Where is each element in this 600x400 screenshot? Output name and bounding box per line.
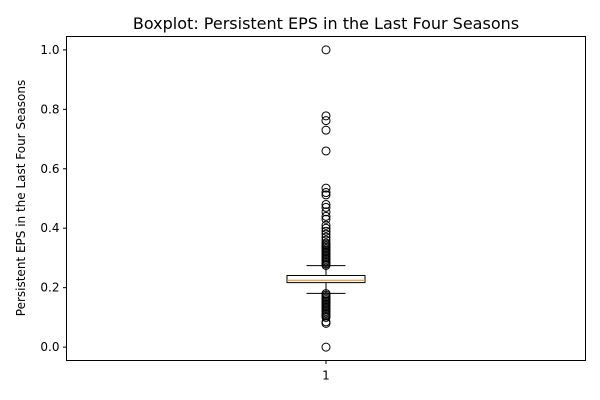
outlier-point [321, 229, 331, 239]
outlier-point [321, 260, 331, 270]
outlier-point [321, 116, 331, 126]
outlier-point [321, 235, 331, 245]
outlier-point [321, 226, 331, 236]
outlier-point [321, 190, 331, 200]
outlier-point [321, 220, 331, 230]
outlier-point [321, 318, 331, 328]
y-tick-label: 1.0 [40, 43, 59, 57]
outlier-point [321, 207, 331, 217]
y-tick-label: 0.0 [40, 340, 59, 354]
y-tick-label: 0.8 [40, 102, 59, 116]
outlier-point [321, 188, 331, 198]
iqr-box [286, 274, 366, 284]
x-axis: 1 [322, 360, 330, 383]
chart-title: Boxplot: Persistent EPS in the Last Four… [133, 14, 519, 33]
outlier-point [321, 111, 331, 121]
outlier-point [321, 45, 331, 55]
outlier-point [321, 199, 331, 209]
x-tick-label: 1 [322, 369, 330, 383]
outlier-point [321, 125, 331, 135]
outlier-point [321, 211, 331, 221]
outlier-point [321, 214, 331, 224]
y-axis: 0.0 0.2 0.4 0.6 0.8 1.0 [40, 43, 67, 354]
outlier-point [321, 342, 331, 352]
y-tick-label: 0.4 [40, 221, 59, 235]
outlier-point [321, 223, 331, 233]
y-tick-label: 0.6 [40, 162, 59, 176]
y-tick-label: 0.2 [40, 281, 59, 295]
outlier-point [321, 183, 331, 193]
outlier-point [321, 312, 331, 322]
boxplot-series [286, 45, 366, 352]
y-axis-label: Persistent EPS in the Last Four Seasons [14, 80, 28, 316]
outlier-point [321, 146, 331, 156]
outlier-point [321, 232, 331, 242]
outlier-point [321, 202, 331, 212]
